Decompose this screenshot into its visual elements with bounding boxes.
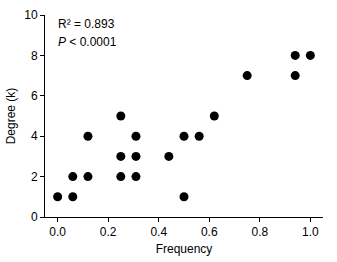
svg-text:0.6: 0.6	[201, 225, 218, 239]
svg-text:Frequency: Frequency	[156, 242, 213, 256]
svg-text:1.0: 1.0	[302, 225, 319, 239]
svg-text:6: 6	[31, 89, 38, 103]
svg-text:Degree (k): Degree (k)	[4, 88, 18, 145]
svg-text:P < 0.0001: P < 0.0001	[58, 35, 117, 49]
svg-text:8: 8	[31, 49, 38, 63]
svg-text:2: 2	[31, 170, 38, 184]
svg-text:0.2: 0.2	[100, 225, 117, 239]
svg-text:R² = 0.893: R² = 0.893	[58, 17, 115, 31]
svg-text:0.4: 0.4	[150, 225, 167, 239]
svg-text:0.8: 0.8	[251, 225, 268, 239]
svg-text:0: 0	[31, 210, 38, 224]
svg-text:10: 10	[24, 8, 38, 22]
svg-text:4: 4	[31, 129, 38, 143]
svg-text:0.0: 0.0	[49, 225, 66, 239]
